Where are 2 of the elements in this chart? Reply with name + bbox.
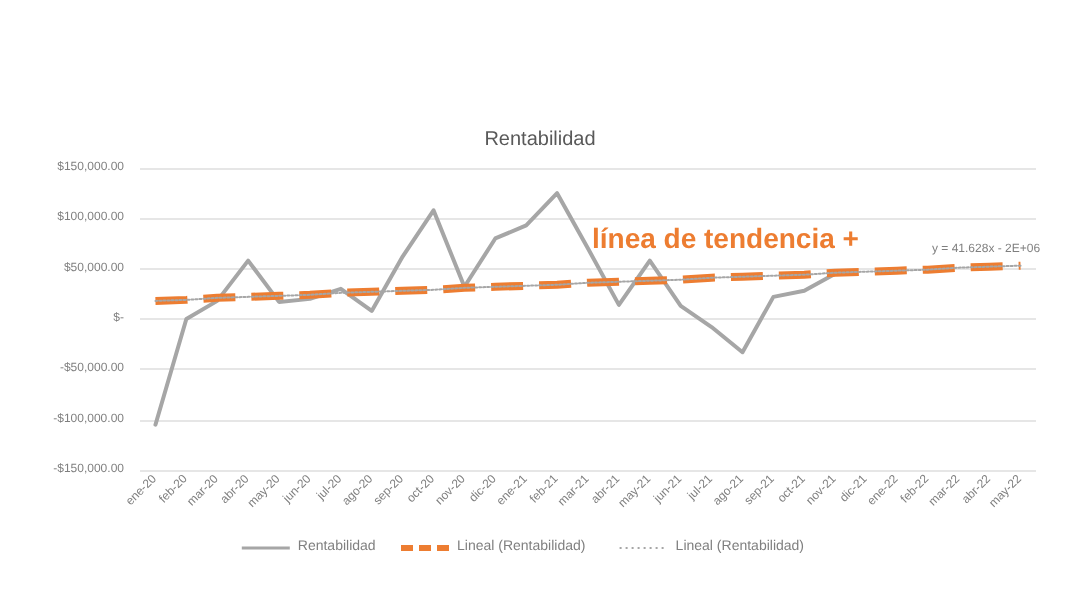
annotation: línea de tendencia + xyxy=(592,222,859,254)
chart-title: Rentabilidad xyxy=(484,129,596,151)
